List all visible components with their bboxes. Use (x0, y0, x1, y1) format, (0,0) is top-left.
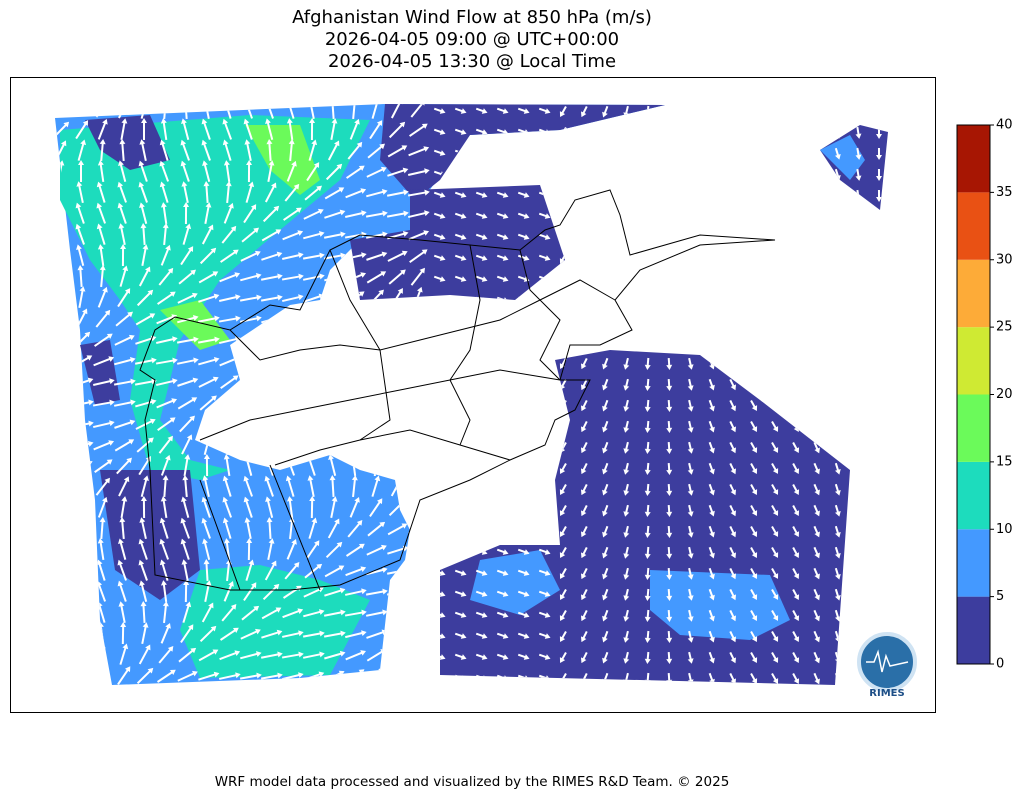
arrow-shaft (648, 652, 649, 660)
arrow-shaft (669, 631, 670, 639)
arrow-shaft (669, 400, 670, 408)
arrow-shaft (648, 400, 649, 408)
colorbar-tick-label: 0 (996, 657, 1004, 672)
arrow-shaft (669, 484, 670, 492)
arrow-shaft (669, 610, 670, 618)
arrow-shaft (80, 269, 81, 287)
arrow-shaft (206, 185, 207, 203)
arrow-shaft (206, 563, 207, 581)
colorbar-segment (957, 327, 990, 394)
colorbar-tick-label: 5 (996, 589, 1004, 604)
footer: WRF model data processed and visualized … (215, 774, 730, 790)
colorbar-tick-label: 25 (996, 320, 1013, 335)
arrow-shaft (669, 589, 670, 597)
arrow-shaft (669, 463, 670, 471)
colorbar-segment (957, 462, 990, 529)
logo-text: RIMES (869, 688, 904, 699)
arrow-shaft (669, 442, 670, 450)
arrow-shaft (648, 568, 649, 576)
arrow-shaft (648, 358, 649, 366)
arrow-shaft (648, 526, 649, 534)
colorbar-tick-label: 40 (996, 118, 1013, 133)
arrow-shaft (669, 526, 670, 534)
arrow-shaft (648, 442, 649, 450)
title-line: 2026-04-05 09:00 @ UTC+00:00 (325, 29, 619, 50)
colorbar-tick-label: 20 (996, 387, 1013, 402)
arrow-shaft (857, 148, 858, 156)
colorbar-segment (957, 125, 990, 192)
arrow-shaft (857, 127, 858, 135)
arrow-shaft (332, 479, 333, 497)
arrow-shaft (669, 505, 670, 513)
colorbar-tick-label: 35 (996, 185, 1013, 200)
arrow-shaft (648, 484, 649, 492)
title-line: 2026-04-05 13:30 @ Local Time (328, 51, 616, 72)
arrow-shaft (648, 610, 649, 618)
arrow-shaft (648, 673, 649, 681)
arrow-shaft (669, 652, 670, 660)
arrow-shaft (669, 358, 670, 366)
arrow-shaft (101, 521, 102, 539)
arrow-shaft (669, 421, 670, 429)
colorbar-tick-label: 30 (996, 252, 1013, 267)
arrow-shaft (857, 169, 858, 177)
arrow-shaft (648, 379, 649, 387)
colorbar-segment (957, 597, 990, 664)
arrow-shaft (143, 605, 144, 623)
colorbar: 0 5 10 15 20 25 30 35 40 (957, 118, 1013, 672)
arrow-shaft (648, 589, 649, 597)
arrow-shaft (648, 631, 649, 639)
arrow-shaft (648, 421, 649, 429)
arrow-shaft (669, 547, 670, 555)
arrow-shaft (269, 521, 270, 539)
colorbar-segment (957, 529, 990, 596)
arrow-shaft (648, 505, 649, 513)
colorbar-tick-label: 15 (996, 454, 1013, 469)
colorbar-segment (957, 260, 990, 327)
colorbar-segment (957, 395, 990, 462)
arrow-shaft (669, 568, 670, 576)
colorbar-segment (957, 192, 990, 259)
arrow-shaft (164, 479, 165, 497)
arrow-shaft (669, 673, 670, 681)
title-line: Afghanistan Wind Flow at 850 hPa (m/s) (292, 7, 652, 28)
arrow-shaft (669, 379, 670, 387)
arrow-shaft (648, 463, 649, 471)
arrow-shaft (648, 547, 649, 555)
arrow-shaft (143, 227, 144, 245)
arrow-shaft (122, 143, 123, 161)
arrow-shaft (269, 143, 270, 161)
colorbar-tick-label: 10 (996, 522, 1013, 537)
